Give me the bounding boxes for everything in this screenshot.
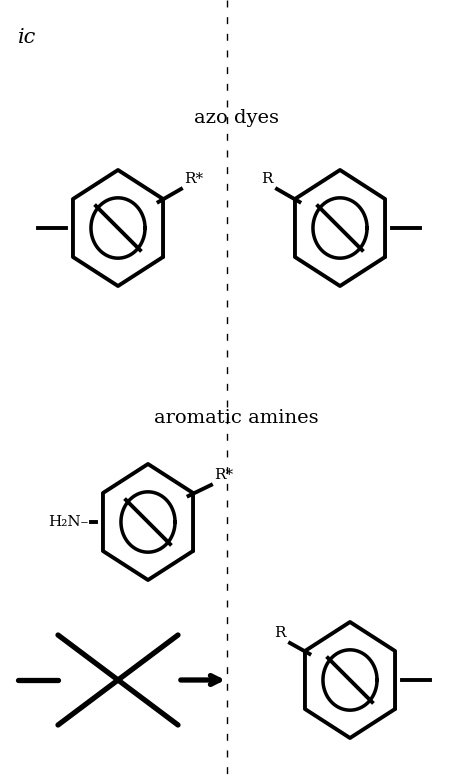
Text: aromatic amines: aromatic amines bbox=[154, 409, 319, 427]
Text: R*: R* bbox=[184, 172, 203, 186]
Text: H₂N–: H₂N– bbox=[48, 515, 88, 529]
Text: azo dyes: azo dyes bbox=[194, 109, 279, 127]
Text: R: R bbox=[275, 626, 286, 640]
Text: R: R bbox=[261, 172, 273, 186]
Text: R*: R* bbox=[214, 468, 233, 482]
Text: ic: ic bbox=[18, 28, 36, 47]
